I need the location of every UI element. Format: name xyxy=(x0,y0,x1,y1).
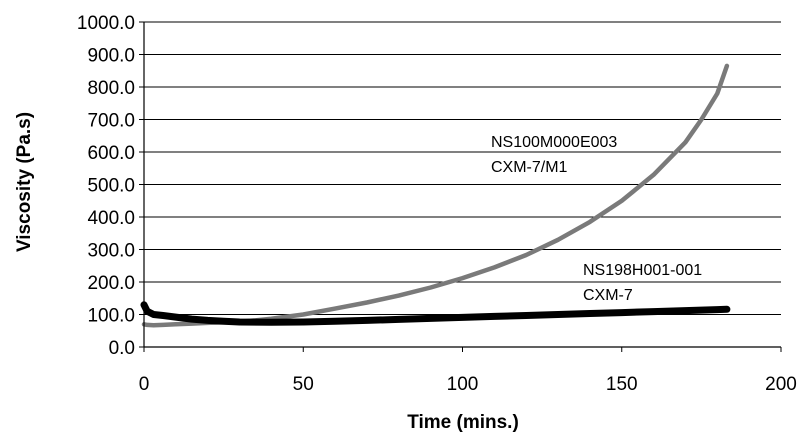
series-1-point xyxy=(525,253,528,257)
series-1-point xyxy=(461,276,464,280)
series-2-point xyxy=(525,314,528,317)
series-1-point xyxy=(684,141,687,144)
y-tick-label: 200.0 xyxy=(87,273,135,294)
series-2-point xyxy=(190,317,193,321)
annotation-series-2-line-1: NS198H001-001 xyxy=(583,262,702,279)
x-axis-title: Time (mins.) xyxy=(407,412,519,433)
series-1-point xyxy=(700,118,703,121)
series-2-point xyxy=(161,314,165,317)
series-1-point xyxy=(725,64,729,68)
series-2-point xyxy=(206,319,209,322)
series-2-point xyxy=(493,315,496,318)
series-1-point xyxy=(365,301,369,304)
series-2-point xyxy=(333,320,337,323)
series-1-point xyxy=(302,313,305,316)
series-1-point xyxy=(493,266,496,269)
series-2-point xyxy=(429,317,432,320)
y-tick-label: 800.0 xyxy=(87,78,135,99)
series-2-point xyxy=(461,316,464,319)
series-2-point xyxy=(146,310,149,313)
series-1-point xyxy=(333,307,337,310)
series-1-point xyxy=(716,92,719,95)
series-1-point xyxy=(161,323,165,327)
series-1-point xyxy=(174,323,177,326)
series-2-point xyxy=(365,319,369,322)
series-2-point xyxy=(556,313,560,316)
annotation-series-1-line-1: NS100M000E003 xyxy=(491,134,617,151)
series-2-point xyxy=(302,320,305,324)
series-layer xyxy=(140,63,731,328)
y-tick-label: 1000.0 xyxy=(77,13,135,34)
series-1-point xyxy=(652,173,655,176)
tick-labels: 0.0 100.0 200.0 300.0 400.0 500.0 600.0 700.0 80… xyxy=(77,13,797,395)
series-1-point xyxy=(588,220,592,224)
y-tick-label: 0.0 xyxy=(109,338,135,359)
series-2-point xyxy=(652,310,655,313)
series-1-point xyxy=(620,199,623,202)
series-2-point xyxy=(620,311,623,314)
y-tick-label: 600.0 xyxy=(87,143,135,164)
annotation-series-2-line-2: CXM-7 xyxy=(583,287,633,304)
series-2-point xyxy=(238,320,241,324)
y-axis-title: Viscosity (Pa.s) xyxy=(14,112,35,252)
series-2-point xyxy=(397,318,400,321)
y-tick-label: 100.0 xyxy=(87,306,135,327)
y-tick-label: 900.0 xyxy=(87,46,135,67)
series-line-2 xyxy=(140,301,731,326)
series-2-point xyxy=(152,313,155,316)
gridlines xyxy=(144,21,781,315)
y-tick-label: 400.0 xyxy=(87,208,135,229)
annotation-series-1-line-2: CXM-7/M1 xyxy=(491,159,568,176)
series-1-point xyxy=(556,238,560,241)
series-1-point xyxy=(429,286,432,289)
y-tick-label: 300.0 xyxy=(87,241,135,262)
y-tick-label: 500.0 xyxy=(87,176,135,197)
series-2-point xyxy=(222,320,225,323)
x-tick-label: 50 xyxy=(293,374,314,395)
series-2-point xyxy=(174,315,177,319)
series-2-point xyxy=(270,321,273,324)
x-tick-label: 0 xyxy=(139,374,150,395)
x-tick-label: 150 xyxy=(606,374,638,395)
series-1-point xyxy=(190,322,193,325)
series-2-point xyxy=(716,308,719,311)
x-tick-label: 200 xyxy=(765,374,797,395)
x-tick-label: 100 xyxy=(447,374,479,395)
series-2-point xyxy=(684,309,687,312)
series-1-point xyxy=(397,294,400,297)
series-2-point xyxy=(725,308,729,311)
series-1-point xyxy=(152,324,155,327)
series-line-1 xyxy=(141,63,730,328)
series-2-point xyxy=(588,312,592,315)
axes xyxy=(139,21,782,352)
series-1-point xyxy=(146,323,149,327)
y-tick-label: 700.0 xyxy=(87,111,135,132)
